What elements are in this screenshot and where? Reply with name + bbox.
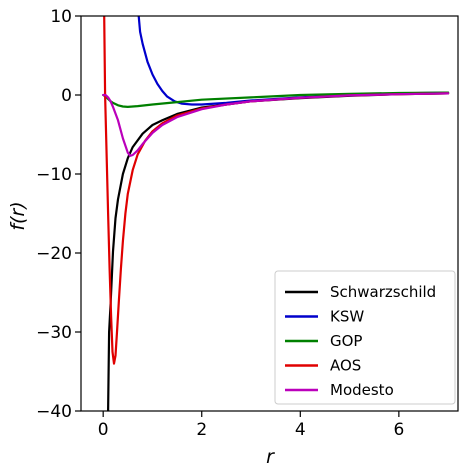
y-tick-label: −40 (36, 402, 72, 422)
legend: Schwarzschild KSW GOP AOS Modesto (274, 270, 456, 405)
legend-label-aos: AOS (330, 357, 361, 375)
y-tick-label: 0 (61, 86, 72, 106)
y-tick-label: −10 (36, 165, 72, 185)
x-tick-label: 4 (295, 420, 306, 440)
y-axis-label: f(r) (7, 201, 29, 230)
axis-ticks: 0 2 4 6 10 0 −10 −20 −30 −40 (36, 7, 404, 440)
y-tick-label: 10 (50, 7, 72, 27)
series-line-modesto (102, 92, 450, 157)
x-tick-label: 6 (393, 420, 404, 440)
legend-label-ksw: KSW (330, 308, 364, 326)
plot-lines (102, 16, 450, 411)
plot-frame (80, 15, 459, 412)
legend-label-modesto: Modesto (330, 381, 394, 399)
legend-box (274, 270, 456, 405)
x-tick-label: 0 (98, 420, 109, 440)
y-tick-label: −20 (36, 244, 72, 264)
y-tick-label: −30 (36, 323, 72, 343)
x-axis-label: r (266, 446, 275, 468)
x-tick-label: 2 (196, 420, 207, 440)
legend-label-schwarzschild: Schwarzschild (330, 283, 436, 301)
legend-label-gop: GOP (330, 332, 362, 350)
series-line-ksw (137, 16, 450, 106)
